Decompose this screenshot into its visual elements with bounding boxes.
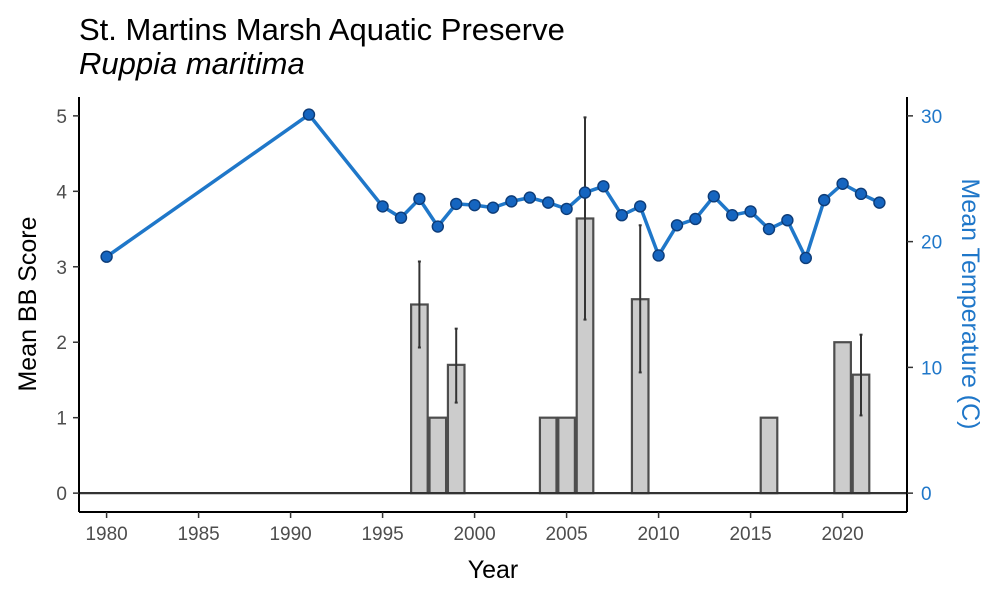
temperature-line <box>105 112 881 260</box>
bars-layer <box>79 217 907 495</box>
x-tick-label: 2020 <box>821 524 863 545</box>
bar <box>759 416 779 495</box>
bar <box>557 416 576 495</box>
temperature-point <box>302 108 316 121</box>
temperature-point <box>523 191 536 204</box>
y-tick-label: 4 <box>56 182 67 203</box>
temperature-point <box>376 200 389 213</box>
temperature-point <box>560 202 573 216</box>
temperature-point <box>836 177 849 190</box>
axes-layer <box>78 97 908 513</box>
temperature-point <box>578 186 592 199</box>
temperature-point <box>413 192 426 206</box>
y-tick-label: 2 <box>56 333 67 354</box>
temperature-point <box>854 187 868 201</box>
temperature-point <box>394 211 408 224</box>
y-axis-title: Mean BB Score <box>14 216 42 391</box>
y-tick-label: 5 <box>56 107 67 128</box>
error-bar <box>583 116 587 321</box>
temperature-point <box>652 249 665 262</box>
x-tick-label: 2010 <box>637 524 679 545</box>
temperature-point <box>505 195 518 208</box>
x-tick-label: 1985 <box>177 524 219 545</box>
chart-title: St. Martins Marsh Aquatic Preserve <box>79 12 565 47</box>
error-bars-layer <box>417 116 863 417</box>
x-tick-label: 1990 <box>269 524 311 545</box>
temperature-point <box>689 212 702 226</box>
x-tick-label: 2005 <box>545 524 587 545</box>
temperature-point <box>634 200 647 213</box>
error-bar <box>859 333 863 417</box>
temperature-point <box>542 196 555 209</box>
temperature-point <box>431 220 444 233</box>
temperature-point <box>486 201 500 214</box>
y2-tick-label: 0 <box>921 484 932 505</box>
temperature-point <box>670 219 684 232</box>
x-axis-title: Year <box>468 556 519 584</box>
y2-tick-label: 20 <box>921 233 942 254</box>
temperature-point <box>873 196 886 209</box>
temperature-point <box>615 209 628 222</box>
y2-axis-title: Mean Temperature (C) <box>956 178 984 429</box>
x-tick-label: 2015 <box>729 524 771 545</box>
ticks-layer: 0 1 2 3 4 5 0 10 20 30 1980 1985 1990 1995 2000 2005 201… <box>56 107 942 545</box>
bar <box>538 416 558 495</box>
bar <box>428 416 448 495</box>
temperature-point <box>450 197 463 211</box>
error-bar <box>638 224 642 374</box>
x-tick-label: 1980 <box>85 524 127 545</box>
temperature-point <box>468 198 481 212</box>
x-tick-label: 1995 <box>361 524 403 545</box>
temperature-point <box>781 214 794 227</box>
bar <box>833 341 852 495</box>
temperature-point <box>726 209 739 222</box>
temperature-point <box>100 250 113 263</box>
temperature-point <box>597 180 610 193</box>
y-tick-label: 1 <box>56 409 67 430</box>
temperature-point <box>707 190 720 203</box>
temperature-point <box>744 205 757 218</box>
y-tick-label: 3 <box>56 258 67 279</box>
y-tick-label: 0 <box>56 484 67 505</box>
temperature-point <box>762 222 776 236</box>
x-tick-label: 2000 <box>453 524 495 545</box>
error-bar <box>417 260 421 349</box>
temperature-line-layer <box>100 108 886 265</box>
temperature-point <box>818 193 831 207</box>
chart-subtitle: Ruppia maritima <box>79 46 305 81</box>
y2-tick-label: 30 <box>921 107 942 128</box>
error-bar <box>454 327 458 404</box>
y2-tick-label: 10 <box>921 358 942 379</box>
temperature-point <box>799 251 812 265</box>
